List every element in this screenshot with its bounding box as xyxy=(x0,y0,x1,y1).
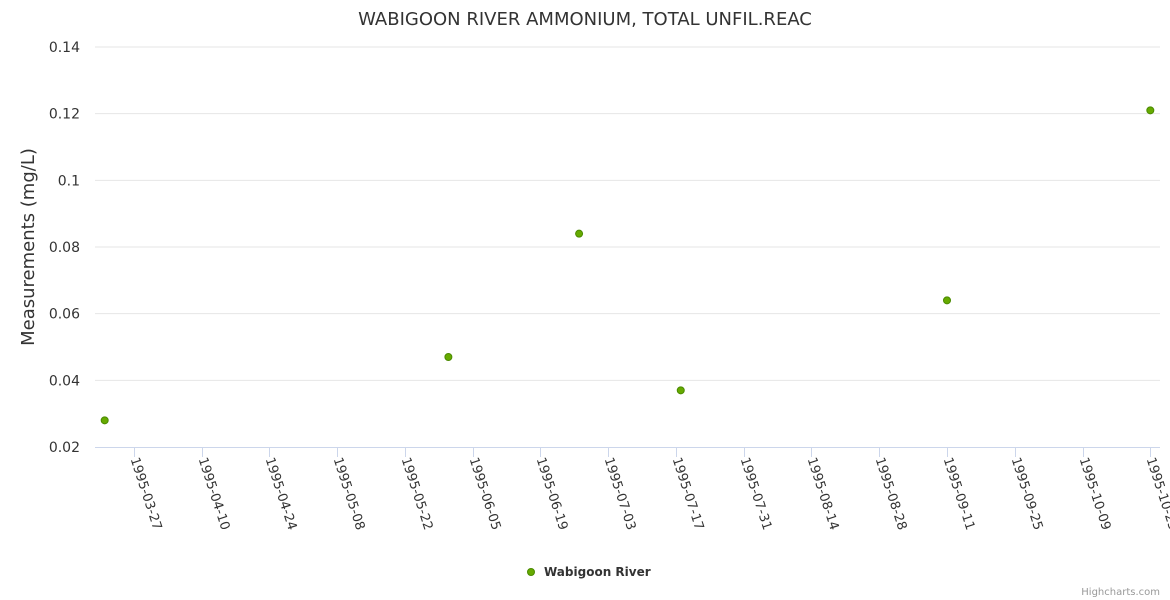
x-tick-label: 1995-08-28 xyxy=(872,456,910,532)
y-tick-label: 0.08 xyxy=(49,240,80,256)
x-tick-label: 1995-09-25 xyxy=(1008,456,1046,532)
x-tick-label: 1995-07-03 xyxy=(601,456,639,532)
x-tick-label: 1995-04-10 xyxy=(195,456,233,532)
y-tick-label: 0.12 xyxy=(49,107,80,123)
x-tick-label: 1995-06-19 xyxy=(533,456,571,532)
data-point xyxy=(444,353,453,361)
x-tick-label: 1995-05-22 xyxy=(398,456,436,532)
x-tick-label: 1995-08-14 xyxy=(804,456,842,532)
x-tick-label: 1995-07-31 xyxy=(737,456,775,532)
data-point xyxy=(943,296,951,305)
x-tick-label: 1995-09-11 xyxy=(940,456,978,532)
y-tick-label: 0.04 xyxy=(49,373,80,389)
y-tick-label: 0.14 xyxy=(49,40,80,56)
legend-marker xyxy=(527,568,535,576)
y-tick-label: 0.02 xyxy=(49,440,80,456)
legend[interactable]: Wabigoon River xyxy=(527,565,651,579)
chart-title: WABIGOON RIVER AMMONIUM, TOTAL UNFIL.REA… xyxy=(358,9,812,30)
legend-item-wabigoon-river[interactable]: Wabigoon River xyxy=(544,565,651,579)
y-tick-label: 0.06 xyxy=(49,307,80,323)
x-tick-label: 1995-04-24 xyxy=(262,456,300,532)
x-tick-label: 1995-10-09 xyxy=(1076,456,1114,532)
data-point xyxy=(100,416,109,425)
data-point xyxy=(676,386,685,395)
x-tick-label: 1995-05-08 xyxy=(330,456,368,532)
data-point xyxy=(575,229,584,238)
x-tick-label: 1995-03-27 xyxy=(127,456,165,532)
x-tick-label: 1995-06-05 xyxy=(466,456,504,532)
data-point xyxy=(1146,106,1155,115)
credits-link[interactable]: Highcharts.com xyxy=(1081,587,1160,598)
x-tick-label: 1995-07-17 xyxy=(669,456,707,532)
y-tick-label: 0.1 xyxy=(58,173,80,189)
y-axis-label: Measurements (mg/L) xyxy=(18,148,39,346)
x-tick-label: 1995-10-23 xyxy=(1143,456,1170,532)
